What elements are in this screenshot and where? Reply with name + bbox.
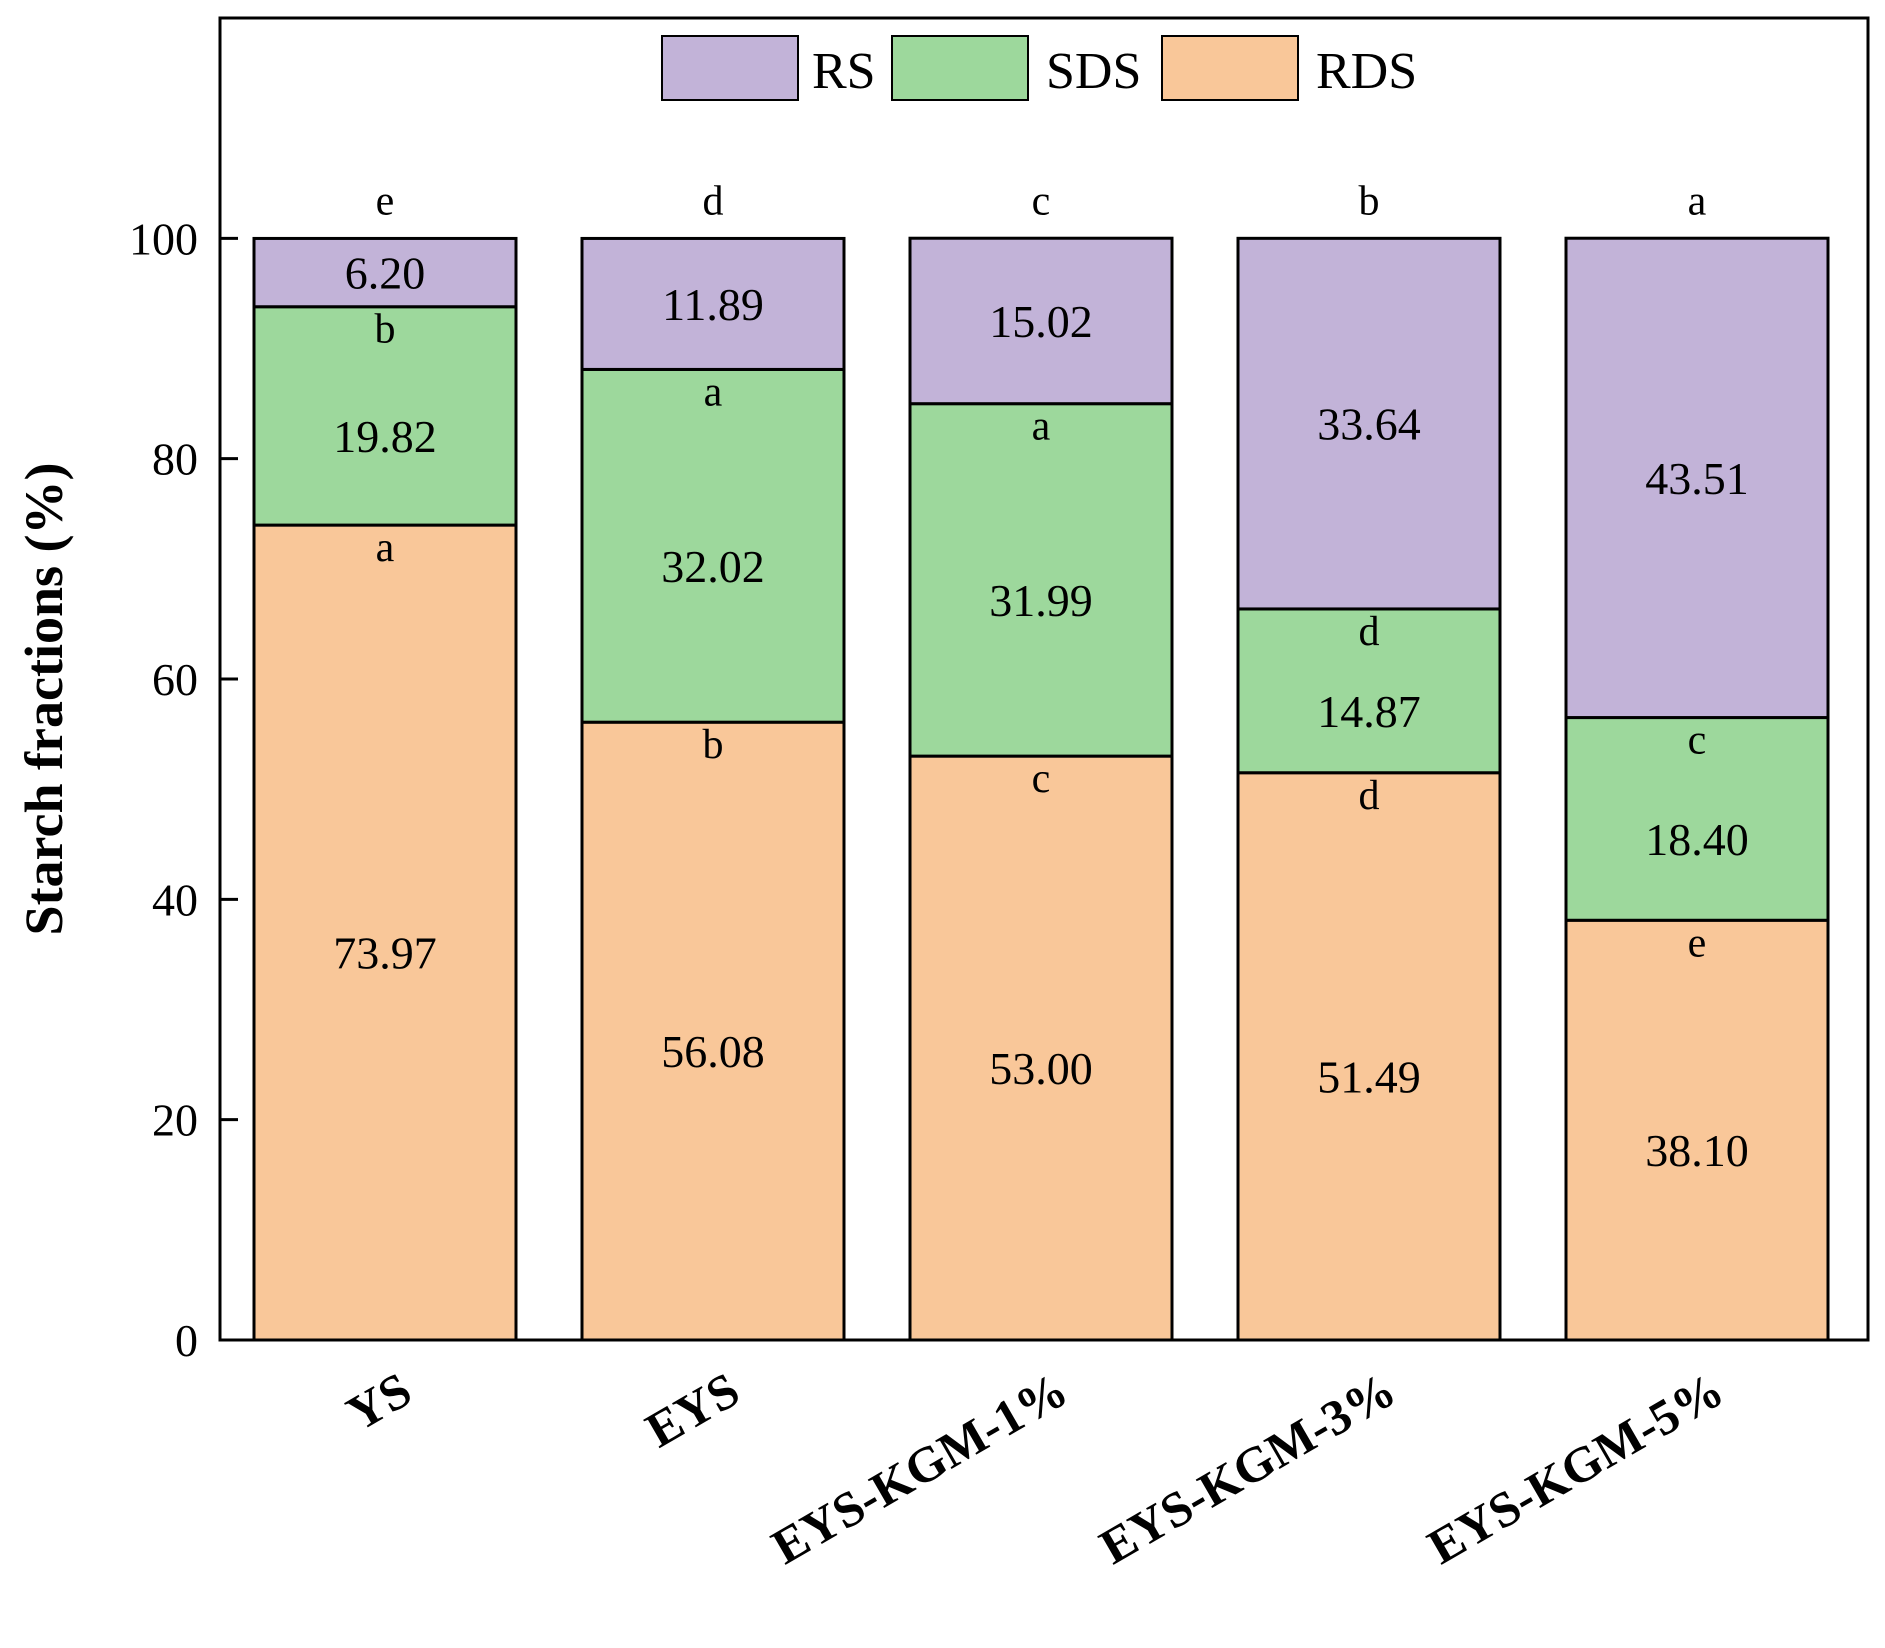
bar-rs-4 [1236, 236, 1502, 611]
significance-letter: b [703, 722, 724, 768]
total-significance-letter: d [703, 178, 724, 224]
x-axis-categories: YS EYS EYS-KGM-1% EYS-KGM-3% EYS-KGM-5% [337, 1361, 1732, 1575]
value-label: 73.97 [333, 928, 437, 979]
bar-sds-2 [580, 367, 846, 724]
significance-letter: d [1359, 773, 1380, 819]
value-label: 19.82 [333, 411, 437, 462]
significance-letter: d [1359, 609, 1380, 655]
significance-letter: c [1688, 718, 1707, 764]
bars-layer [252, 236, 1830, 1342]
value-label: 11.89 [662, 279, 764, 330]
category-label: EYS-KGM-3% [1090, 1361, 1404, 1575]
total-significance-letter: c [1032, 178, 1051, 224]
legend-label-sds: SDS [1046, 43, 1141, 100]
labels-layer: 73.97 a 19.82 b 6.20 e 56.08 b 32.02 a 11.89 d 53.00… [333, 178, 1749, 1176]
bar-rds-5 [1564, 918, 1830, 1342]
category-label: EYS-KGM-5% [1418, 1361, 1732, 1575]
value-label: 18.40 [1645, 814, 1749, 865]
y-tick-label: 40 [152, 874, 198, 925]
y-tick-label: 100 [129, 213, 198, 264]
significance-letter: c [1032, 756, 1051, 802]
total-significance-letter: e [376, 178, 395, 224]
y-tick-label: 60 [152, 654, 198, 705]
total-significance-letter: b [1359, 178, 1380, 224]
total-significance-letter: a [1688, 178, 1707, 224]
bar-rds-2 [580, 720, 846, 1342]
value-label: 38.10 [1645, 1125, 1749, 1176]
significance-letter: a [704, 369, 723, 415]
value-label: 43.51 [1645, 453, 1749, 504]
significance-letter: b [375, 307, 396, 353]
bar-rds-1 [252, 523, 518, 1342]
category-label: EYS-KGM-1% [762, 1361, 1076, 1575]
value-label: 15.02 [989, 296, 1093, 347]
bar-sds-4 [1236, 607, 1502, 775]
value-label: 14.87 [1317, 686, 1421, 737]
significance-letter: e [1688, 920, 1707, 966]
bar-rs-5 [1564, 236, 1830, 720]
value-label: 56.08 [661, 1026, 765, 1077]
legend: RS SDS RDS [661, 35, 1417, 101]
legend-swatch-rds [1161, 35, 1299, 101]
value-label: 31.99 [989, 575, 1093, 626]
value-label: 6.20 [345, 248, 426, 299]
bar-rs-2 [580, 236, 846, 371]
legend-swatch-sds [891, 35, 1029, 101]
legend-swatch-rs [661, 35, 799, 101]
value-label: 32.02 [661, 541, 765, 592]
bar-sds-1 [252, 305, 518, 527]
y-axis: 0 20 40 60 80 100 [129, 213, 238, 1366]
significance-letter: a [376, 525, 395, 571]
value-label: 53.00 [989, 1043, 1093, 1094]
legend-label-rs: RS [812, 43, 876, 100]
value-label: 33.64 [1317, 399, 1421, 450]
y-axis-label: Starch fractions (%) [14, 463, 74, 936]
category-label: YS [337, 1361, 420, 1441]
bar-rds-4 [1236, 771, 1502, 1342]
y-tick-label: 20 [152, 1095, 198, 1146]
y-tick-label: 0 [175, 1315, 198, 1366]
category-label: EYS [636, 1361, 748, 1458]
significance-letter: a [1032, 404, 1051, 450]
bar-sds-3 [908, 402, 1174, 758]
value-label: 51.49 [1317, 1051, 1421, 1102]
legend-label-rds: RDS [1316, 43, 1417, 100]
y-tick-label: 80 [152, 434, 198, 485]
